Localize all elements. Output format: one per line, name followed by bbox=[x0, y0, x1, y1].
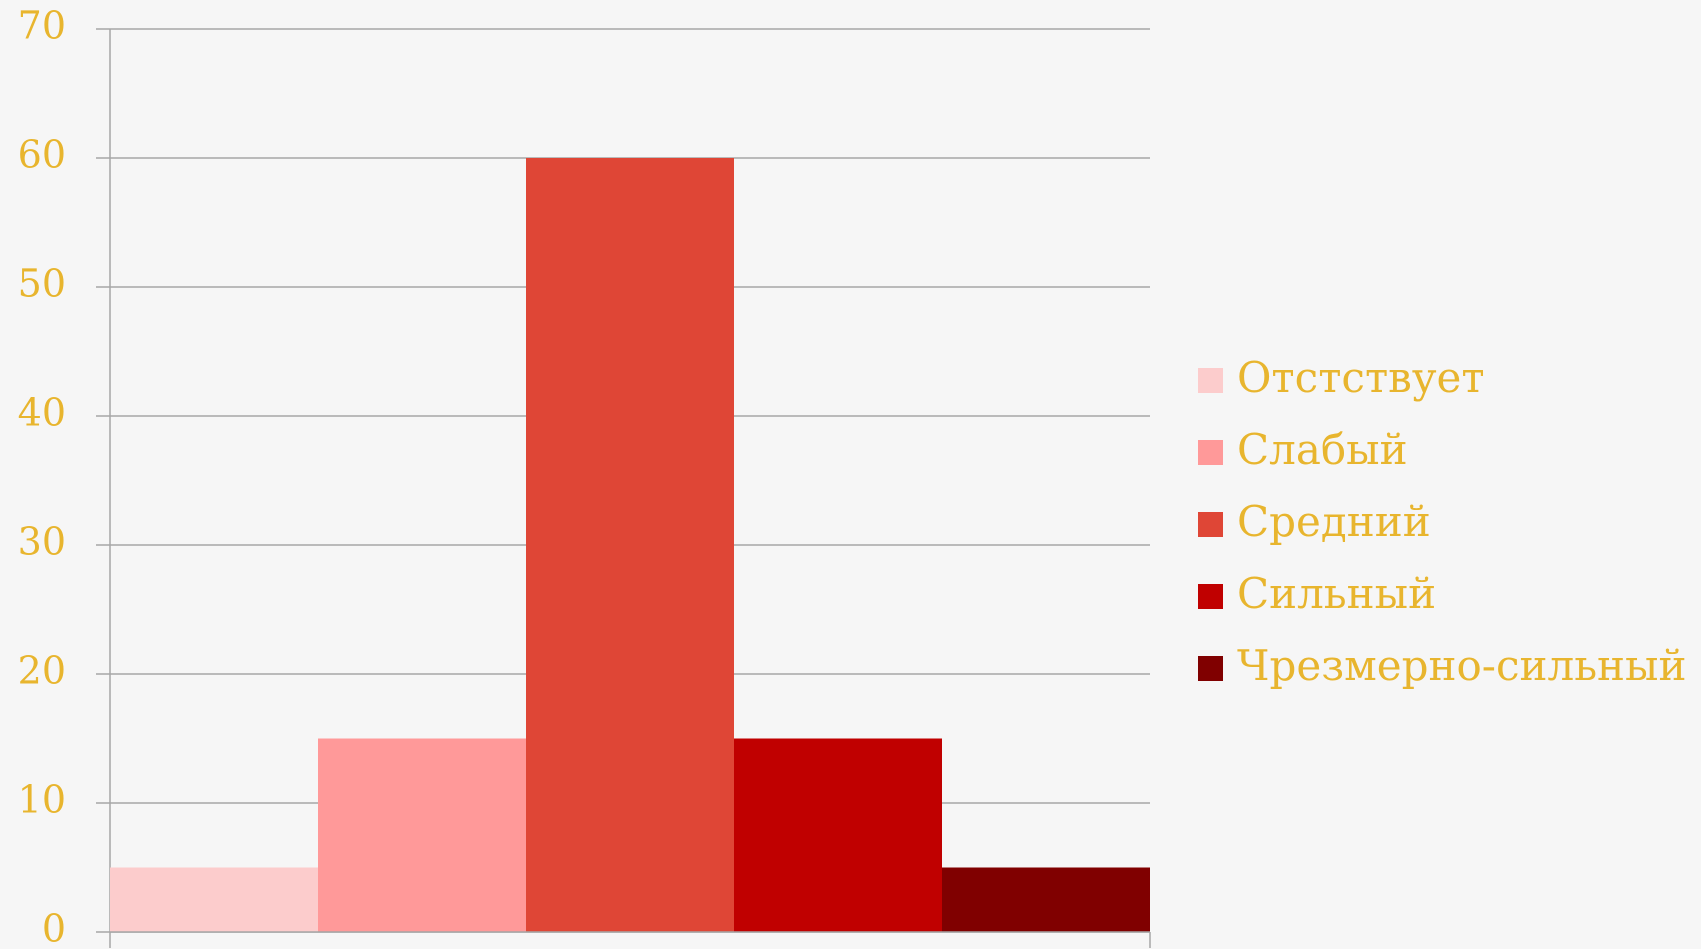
legend-label: Средний bbox=[1237, 497, 1431, 546]
y-tick-label: 20 bbox=[18, 649, 66, 693]
legend-label: Сильный bbox=[1237, 569, 1436, 618]
legend-swatch bbox=[1198, 512, 1223, 537]
legend-label: Слабый bbox=[1237, 425, 1408, 474]
bar bbox=[318, 738, 526, 932]
legend-swatch bbox=[1198, 368, 1223, 393]
y-tick-label: 30 bbox=[18, 520, 66, 564]
legend-label: Чрезмерно-сильный bbox=[1237, 641, 1686, 690]
legend-swatch bbox=[1198, 440, 1223, 465]
y-tick-label: 50 bbox=[18, 262, 66, 306]
legend-swatch bbox=[1198, 656, 1223, 681]
y-tick-label: 10 bbox=[18, 778, 66, 822]
legend-label: Отстствует bbox=[1237, 353, 1485, 402]
y-tick-label: 40 bbox=[18, 391, 66, 435]
bar bbox=[110, 867, 318, 932]
y-tick-label: 70 bbox=[18, 4, 66, 48]
bar bbox=[526, 158, 734, 932]
bar bbox=[942, 867, 1150, 932]
bar bbox=[734, 738, 942, 932]
y-tick-label: 0 bbox=[42, 907, 66, 949]
y-tick-label: 60 bbox=[18, 133, 66, 177]
legend-swatch bbox=[1198, 584, 1223, 609]
